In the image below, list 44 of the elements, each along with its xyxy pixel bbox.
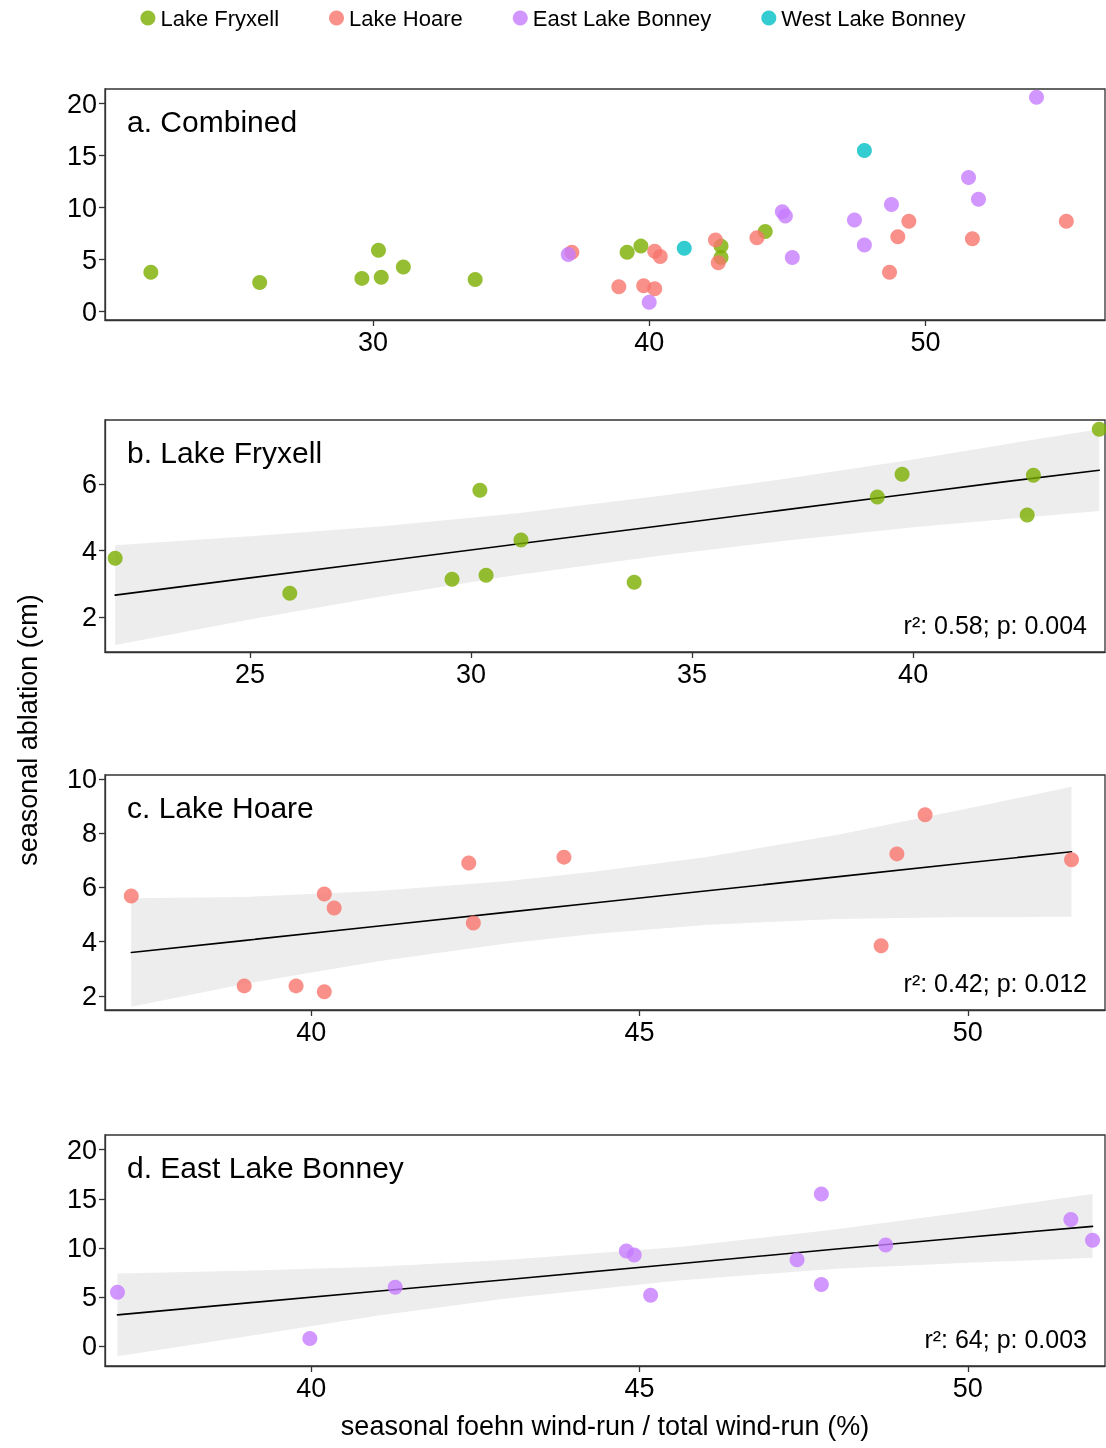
annotation: r²: 64; p: 0.003: [924, 1324, 1088, 1353]
x-tick-label: 40: [296, 1016, 327, 1047]
y-tick-label: 15: [66, 140, 97, 171]
legend-label: Lake Fryxell: [160, 5, 280, 31]
y-tick-label: 2: [81, 602, 97, 633]
x-tick-label: 50: [952, 1372, 983, 1403]
text: a. Combined: [127, 104, 298, 138]
y-tick-label: 4: [81, 926, 97, 957]
x-tick-label: 30: [456, 658, 487, 689]
annotation: r²: 0.58; p: 0.004: [903, 610, 1088, 639]
x-tick-label: 30: [357, 326, 388, 357]
y-tick-label: 20: [66, 1134, 97, 1165]
y-tick-label: 5: [81, 1282, 97, 1313]
y-tick-label: 6: [81, 872, 97, 903]
legend-label: East Lake Bonney: [532, 5, 712, 31]
x-tick-label: 50: [952, 1016, 983, 1047]
x-tick-label: 35: [677, 658, 708, 689]
text: c. Lake Hoare: [127, 790, 314, 824]
legend-label: Lake Hoare: [349, 5, 463, 31]
y-tick-label: 5: [81, 244, 97, 275]
x-axis-title: seasonal foehn wind-run / total wind-run (%): [340, 1410, 870, 1441]
y-tick-label: 10: [66, 1233, 97, 1264]
y-tick-label: 4: [81, 535, 97, 566]
x-tick-label: 40: [296, 1372, 327, 1403]
x-tick-label: 50: [910, 326, 941, 357]
text: b. Lake Fryxell: [127, 435, 323, 469]
x-tick-label: 40: [634, 326, 665, 357]
y-tick-label: 10: [66, 764, 97, 795]
x-tick-label: 45: [624, 1372, 655, 1403]
y-tick-label: 8: [81, 818, 97, 849]
y-tick-label: 6: [81, 469, 97, 500]
x-tick-label: 45: [624, 1016, 655, 1047]
x-tick-label: 40: [898, 658, 929, 689]
y-axis-title: seasonal ablation (cm): [12, 594, 44, 866]
y-tick-label: 10: [66, 192, 97, 223]
y-tick-label: 0: [81, 296, 97, 327]
y-tick-label: 20: [66, 88, 97, 119]
x-tick-label: 25: [234, 658, 266, 689]
y-tick-label: 2: [81, 980, 97, 1011]
y-tick-label: 0: [81, 1331, 97, 1362]
legend-label: West Lake Bonney: [781, 5, 966, 31]
y-tick-label: 15: [66, 1183, 97, 1214]
text: d. East Lake Bonney: [127, 1150, 404, 1184]
annotation: r²: 0.42; p: 0.012: [903, 968, 1088, 997]
